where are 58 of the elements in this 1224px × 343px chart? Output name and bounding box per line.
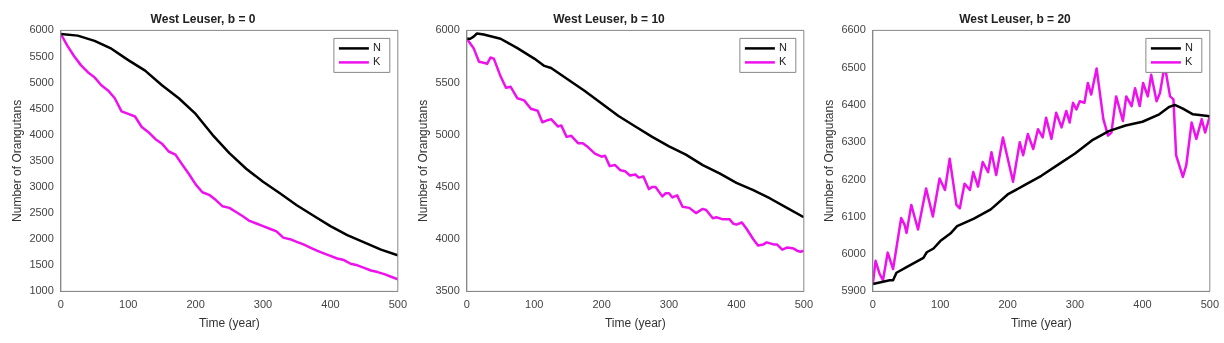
x-tick-label: 100 xyxy=(931,298,950,311)
y-tick-label: 5500 xyxy=(29,49,54,62)
y-tick-label: 3500 xyxy=(29,153,54,166)
x-tick-label: 400 xyxy=(727,298,746,311)
legend-label: K xyxy=(778,55,787,68)
legend-label: N xyxy=(372,41,381,54)
y-tick-label: 1000 xyxy=(29,284,54,297)
x-axis-title: Time (year) xyxy=(198,316,260,331)
y-tick-label: 5900 xyxy=(841,284,866,297)
y-tick-label: 6000 xyxy=(841,247,866,260)
y-tick-label: 1500 xyxy=(29,258,54,271)
x-axis-title: Time (year) xyxy=(1010,316,1072,331)
y-tick-label: 2500 xyxy=(29,206,54,219)
x-tick-label: 200 xyxy=(592,298,611,311)
x-tick-label: 400 xyxy=(321,298,340,311)
y-tick-label: 6000 xyxy=(29,23,54,36)
y-tick-label: 6100 xyxy=(841,209,866,222)
y-tick-label: 4500 xyxy=(29,101,54,114)
y-tick-label: 6000 xyxy=(435,23,460,36)
x-tick-label: 300 xyxy=(659,298,679,311)
chart-title: West Leuser, b = 10 xyxy=(553,11,666,26)
x-tick-label: 100 xyxy=(119,298,138,311)
y-tick-label: 5000 xyxy=(29,75,54,88)
y-tick-label: 3500 xyxy=(435,284,460,297)
y-tick-label: 6200 xyxy=(841,172,866,185)
chart-title: West Leuser, b = 0 xyxy=(150,11,256,26)
y-tick-label: 5000 xyxy=(435,127,460,140)
legend-label: N xyxy=(778,41,787,54)
y-tick-label: 5500 xyxy=(435,75,460,88)
y-axis-title: Number of Orangutans xyxy=(821,99,836,222)
legend-label: K xyxy=(1184,55,1193,68)
legend-label: N xyxy=(1184,41,1193,54)
x-tick-label: 300 xyxy=(253,298,273,311)
x-tick-label: 200 xyxy=(998,298,1017,311)
chart-title: West Leuser, b = 20 xyxy=(959,11,1072,26)
y-tick-label: 6600 xyxy=(841,23,866,36)
y-tick-label: 6300 xyxy=(841,135,866,148)
y-tick-label: 4500 xyxy=(435,180,460,193)
x-tick-label: 400 xyxy=(1133,298,1152,311)
x-tick-label: 0 xyxy=(463,298,470,311)
x-tick-label: 0 xyxy=(57,298,64,311)
x-axis-title: Time (year) xyxy=(604,316,666,331)
y-axis-title: Number of Orangutans xyxy=(9,99,24,222)
y-tick-label: 4000 xyxy=(435,232,460,245)
y-tick-label: 2000 xyxy=(29,232,54,245)
y-tick-label: 3000 xyxy=(29,180,54,193)
y-tick-label: 6400 xyxy=(841,98,866,110)
legend-label: K xyxy=(372,55,381,68)
x-tick-label: 100 xyxy=(525,298,544,311)
y-tick-label: 4000 xyxy=(29,127,54,140)
x-tick-label: 500 xyxy=(794,298,813,311)
x-tick-label: 300 xyxy=(1065,298,1085,311)
y-axis-title: Number of Orangutans xyxy=(415,99,430,222)
x-tick-label: 500 xyxy=(388,298,407,311)
x-tick-label: 0 xyxy=(869,298,876,311)
y-tick-label: 6500 xyxy=(841,60,866,73)
x-tick-label: 200 xyxy=(186,298,205,311)
x-tick-label: 500 xyxy=(1200,298,1219,311)
